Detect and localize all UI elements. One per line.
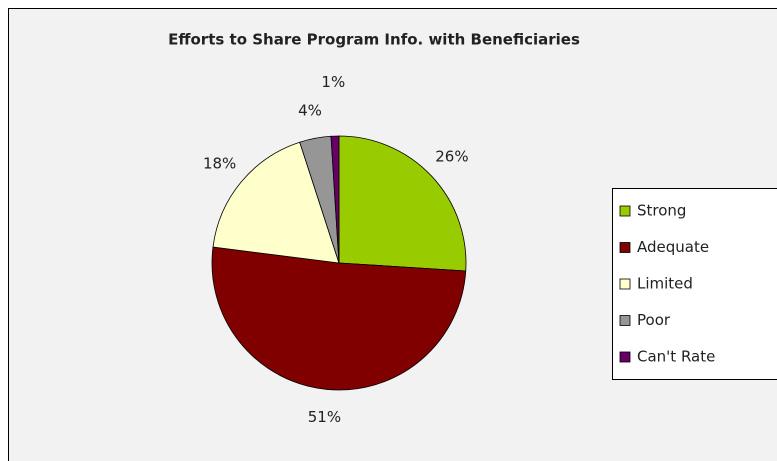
pie-slice — [211, 246, 467, 391]
chart-title: Efforts to Share Program Info. with Bene… — [168, 31, 580, 49]
pie-slice — [212, 141, 340, 264]
data-label: 18% — [203, 155, 236, 173]
legend-label: Poor — [637, 311, 671, 329]
data-label: 51% — [308, 408, 341, 426]
legend-swatch — [619, 278, 631, 290]
legend-label: Can't Rate — [637, 348, 715, 366]
legend-label: Strong — [637, 202, 686, 220]
data-label: 26% — [435, 147, 468, 165]
legend-box — [612, 188, 777, 380]
data-label: 4% — [298, 101, 322, 119]
data-label: 1% — [321, 73, 345, 91]
legend-label: Adequate — [637, 238, 709, 256]
legend-swatch — [619, 242, 631, 253]
legend-swatch — [619, 205, 631, 217]
pie-slice — [338, 135, 467, 272]
legend-swatch — [619, 351, 631, 363]
pie-slice — [330, 135, 340, 264]
legend-label: Limited — [637, 275, 693, 293]
legend-swatch — [619, 315, 631, 326]
